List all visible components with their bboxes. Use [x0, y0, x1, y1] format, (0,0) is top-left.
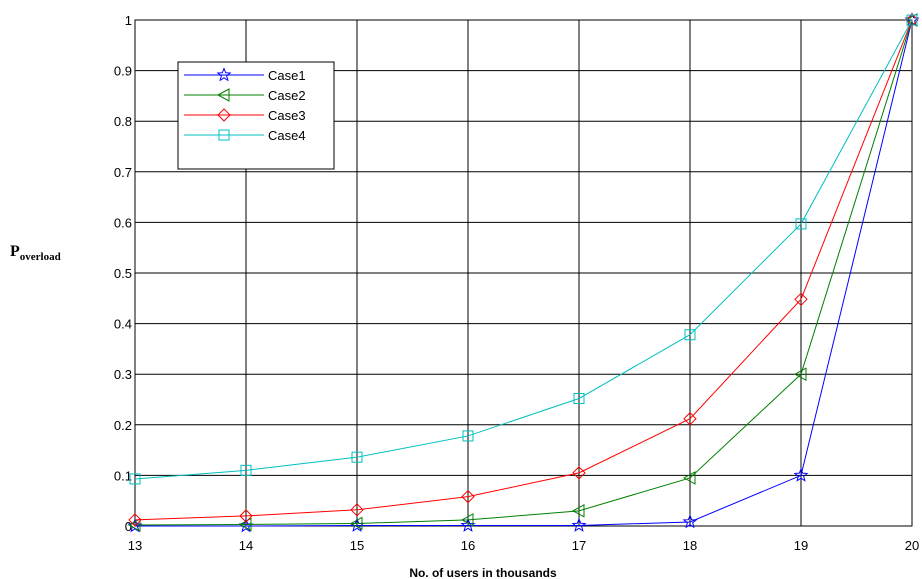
y-tick-label: 0.1 — [114, 468, 132, 483]
x-tick-label: 16 — [461, 538, 475, 553]
series-line-case4 — [134, 19, 913, 480]
y-tick-label: 0.5 — [114, 266, 132, 281]
data-point-case4 — [906, 14, 918, 26]
x-tick-label: 20 — [905, 538, 919, 553]
y-axis-label-subscript: overload — [20, 251, 61, 263]
plot-area-frame — [134, 19, 913, 527]
series-case4 — [129, 14, 918, 485]
data-point-case1 — [793, 467, 809, 482]
data-point-case2 — [349, 516, 363, 531]
series-layer — [127, 12, 920, 533]
x-tick-label: 17 — [572, 538, 586, 553]
y-tick-label: 0.9 — [114, 64, 132, 79]
series-case2 — [127, 13, 918, 532]
y-tick-label: 0 — [125, 519, 132, 534]
legend-marker-case1 — [216, 67, 232, 82]
data-point-case2 — [127, 518, 141, 532]
data-point-case3 — [239, 509, 253, 523]
data-point-case4 — [573, 392, 585, 404]
y-axis-label: Poverload — [10, 243, 61, 263]
legend-label-case2: Case2 — [268, 88, 306, 103]
legend-label-case3: Case3 — [268, 108, 306, 123]
legend-marker-case4 — [218, 129, 230, 141]
series-case3 — [128, 13, 919, 527]
x-tick-label: 19 — [794, 538, 808, 553]
series-line-case2 — [134, 19, 913, 526]
x-tick-label: 18 — [683, 538, 697, 553]
x-tick-labels: 13 14 15 16 17 18 19 20 — [128, 538, 919, 553]
data-point-case2 — [682, 471, 696, 485]
grid-lines — [134, 19, 913, 527]
y-tick-label: 0.3 — [114, 367, 132, 382]
x-tick-label: 14 — [239, 538, 253, 553]
data-point-case4 — [240, 464, 252, 476]
data-point-case3 — [794, 292, 808, 307]
x-tick-label: 15 — [350, 538, 364, 553]
data-point-case3 — [572, 466, 586, 480]
data-point-case2 — [571, 503, 585, 518]
x-tick-label: 13 — [128, 538, 142, 553]
data-point-case4 — [684, 329, 696, 341]
data-point-case4 — [129, 473, 141, 485]
data-point-case1 — [682, 514, 698, 529]
x-axis-label: No. of users in thousands — [409, 566, 557, 579]
y-tick-label: 0.6 — [114, 215, 132, 230]
y-tick-label: 0.2 — [114, 418, 132, 433]
legend: Case1 Case2 Case3 Case4 — [177, 61, 335, 170]
y-tick-label: 0.8 — [114, 114, 132, 129]
y-tick-label: 0.7 — [114, 165, 132, 180]
legend-marker-case2 — [216, 88, 230, 102]
data-point-case4 — [795, 218, 807, 230]
legend-label-case1: Case1 — [268, 68, 306, 83]
data-point-case4 — [351, 451, 363, 463]
y-tick-label: 0.4 — [114, 317, 132, 332]
data-point-case3 — [683, 412, 697, 426]
data-point-case2 — [793, 367, 807, 382]
series-line-case1 — [135, 19, 913, 527]
legend-marker-case3 — [217, 108, 231, 122]
series-line-case3 — [134, 19, 913, 521]
data-point-case1 — [571, 517, 587, 532]
data-point-case3 — [350, 503, 364, 517]
legend-label-case4: Case4 — [268, 128, 306, 143]
data-point-case4 — [462, 430, 474, 442]
data-point-case3 — [905, 13, 919, 27]
data-point-case2 — [460, 513, 474, 527]
data-point-case3 — [128, 513, 142, 527]
y-tick-labels: 0 0.1 0.2 0.3 0.4 0.5 0.6 0.7 0.8 0.9 1 — [114, 13, 132, 534]
y-axis-label-main: P — [10, 243, 20, 260]
data-point-case3 — [461, 489, 475, 504]
y-tick-label: 1 — [125, 13, 132, 28]
